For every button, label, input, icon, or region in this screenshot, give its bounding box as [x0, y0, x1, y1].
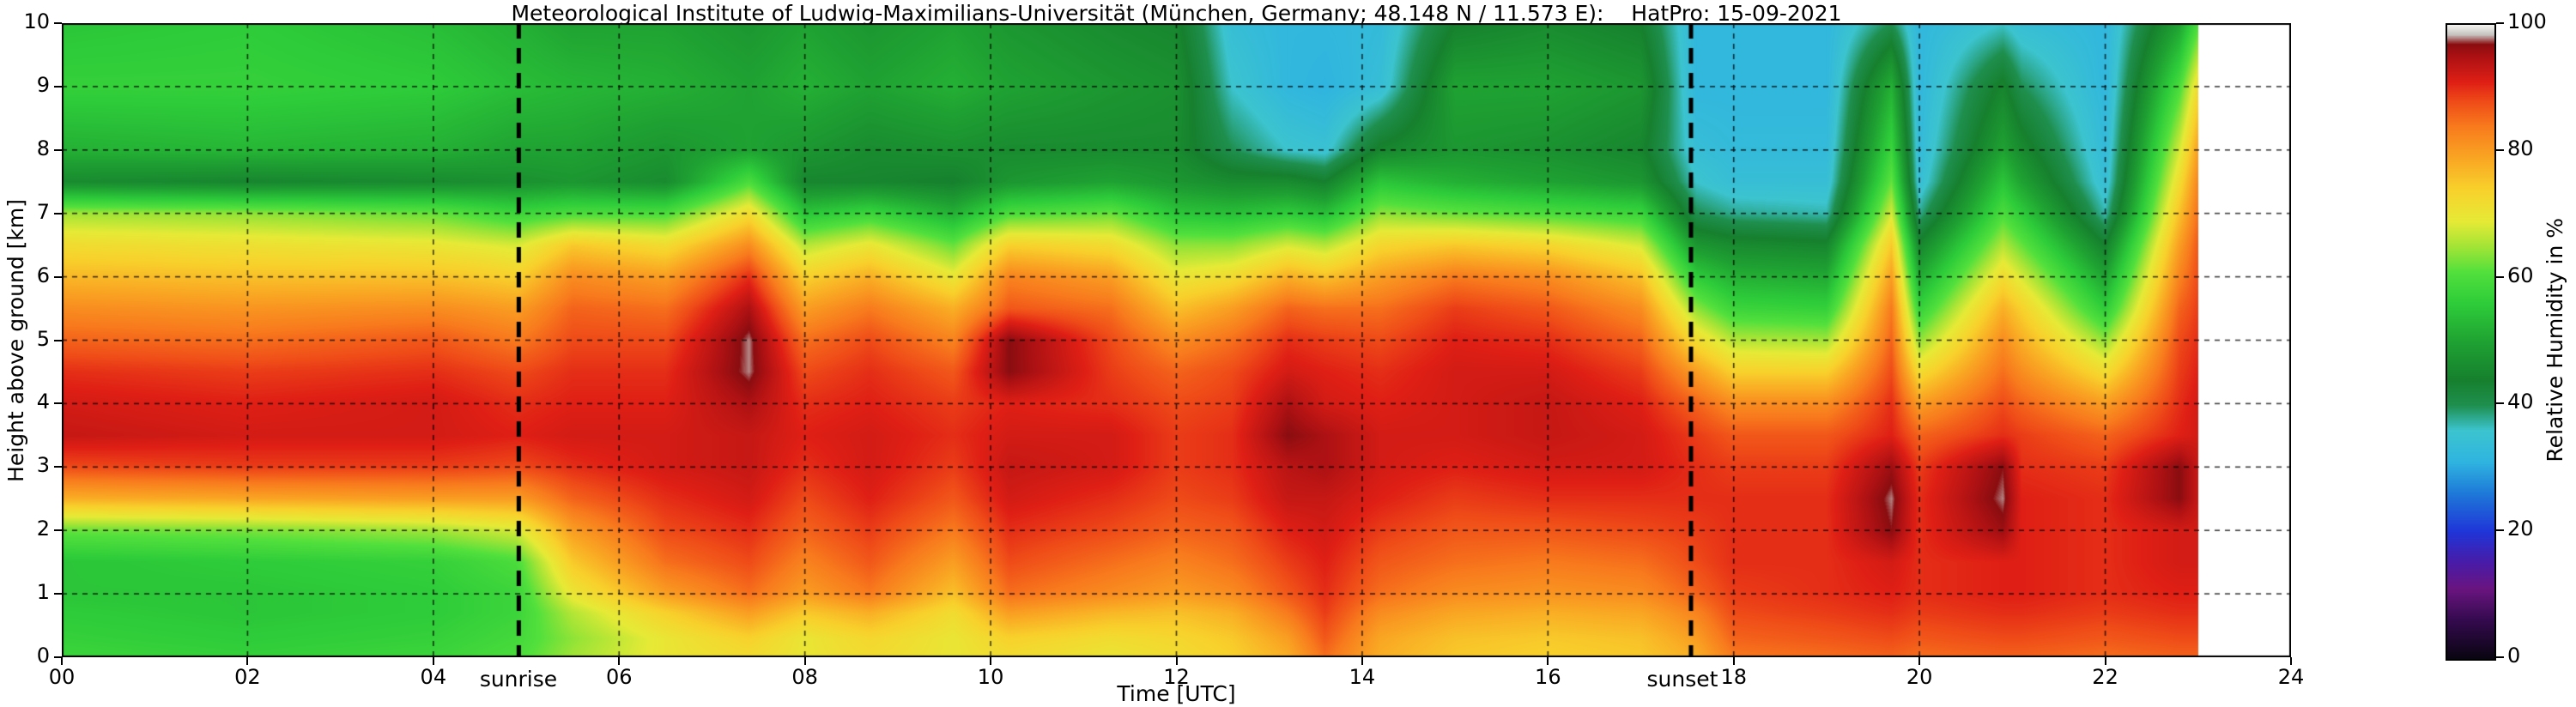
x-tick-label: 16	[1535, 665, 1561, 689]
colorbar-tick-mark	[2496, 529, 2504, 532]
colorbar-tick-mark	[2496, 148, 2504, 151]
x-tick-mark	[61, 657, 63, 665]
colorbar-label-wrap: Relative Humidity in %	[2543, 23, 2567, 657]
x-tick-mark	[246, 657, 249, 665]
x-tick-mark	[1175, 657, 1178, 665]
x-tick-label: 02	[234, 665, 261, 689]
sunset-annotation: sunset	[1646, 667, 1718, 692]
colorbar	[2446, 23, 2496, 661]
x-tick-label: 06	[605, 665, 633, 689]
x-tick-mark	[432, 657, 434, 665]
y-tick-label: 6	[36, 263, 50, 287]
x-tick-mark	[2290, 657, 2292, 665]
x-tick-label: 08	[791, 665, 818, 689]
y-tick-label: 0	[36, 644, 50, 668]
y-tick-mark	[54, 212, 62, 215]
colorbar-tick-mark	[2496, 656, 2504, 658]
chart-title: Meteorological Institute of Ludwig-Maxim…	[511, 1, 1842, 26]
x-axis-label: Time [UTC]	[1117, 681, 1236, 706]
colorbar-label: Relative Humidity in %	[2543, 218, 2567, 462]
colorbar-tick-label: 0	[2507, 644, 2521, 668]
y-tick-label: 9	[36, 72, 50, 97]
y-tick-label: 4	[36, 390, 50, 414]
colorbar-tick-label: 60	[2507, 263, 2534, 287]
y-tick-mark	[54, 593, 62, 595]
x-tick-label: 24	[2277, 665, 2305, 689]
y-tick-mark	[54, 22, 62, 24]
y-tick-mark	[54, 85, 62, 88]
colorbar-tick-label: 40	[2507, 390, 2534, 414]
y-tick-label: 1	[36, 580, 50, 605]
x-tick-label: 04	[420, 665, 447, 689]
colorbar-tick-mark	[2496, 22, 2504, 24]
y-tick-label: 7	[36, 199, 50, 224]
x-tick-label: 18	[1720, 665, 1748, 689]
x-tick-label: 22	[2092, 665, 2118, 689]
x-tick-label: 12	[1163, 665, 1190, 689]
x-tick-mark	[2104, 657, 2106, 665]
colorbar-tick-label: 20	[2507, 517, 2534, 541]
x-tick-label: 00	[48, 665, 76, 689]
y-tick-label: 5	[36, 326, 50, 351]
y-tick-label: 2	[36, 517, 50, 541]
x-tick-label: 10	[977, 665, 1004, 689]
humidity-heatmap-canvas	[62, 23, 2291, 657]
x-tick-mark	[1918, 657, 1921, 665]
x-tick-label: 14	[1349, 665, 1376, 689]
x-tick-label: 20	[1906, 665, 1933, 689]
x-tick-mark	[618, 657, 621, 665]
y-tick-label: 3	[36, 453, 50, 478]
y-tick-mark	[54, 339, 62, 341]
y-tick-mark	[54, 148, 62, 151]
y-tick-label: 8	[36, 136, 50, 160]
colorbar-tick-mark	[2496, 402, 2504, 405]
y-tick-mark	[54, 466, 62, 468]
y-tick-mark	[54, 402, 62, 405]
sunrise-annotation: sunrise	[479, 667, 558, 692]
y-tick-mark	[54, 656, 62, 658]
x-tick-mark	[803, 657, 806, 665]
colorbar-tick-label: 80	[2507, 136, 2534, 160]
x-tick-mark	[1732, 657, 1735, 665]
y-tick-label: 10	[23, 9, 50, 33]
x-tick-mark	[1361, 657, 1363, 665]
y-tick-mark	[54, 529, 62, 532]
y-tick-mark	[54, 275, 62, 278]
colorbar-tick-label: 100	[2507, 9, 2547, 33]
x-tick-mark	[990, 657, 992, 665]
x-tick-mark	[1547, 657, 1549, 665]
colorbar-tick-mark	[2496, 275, 2504, 278]
